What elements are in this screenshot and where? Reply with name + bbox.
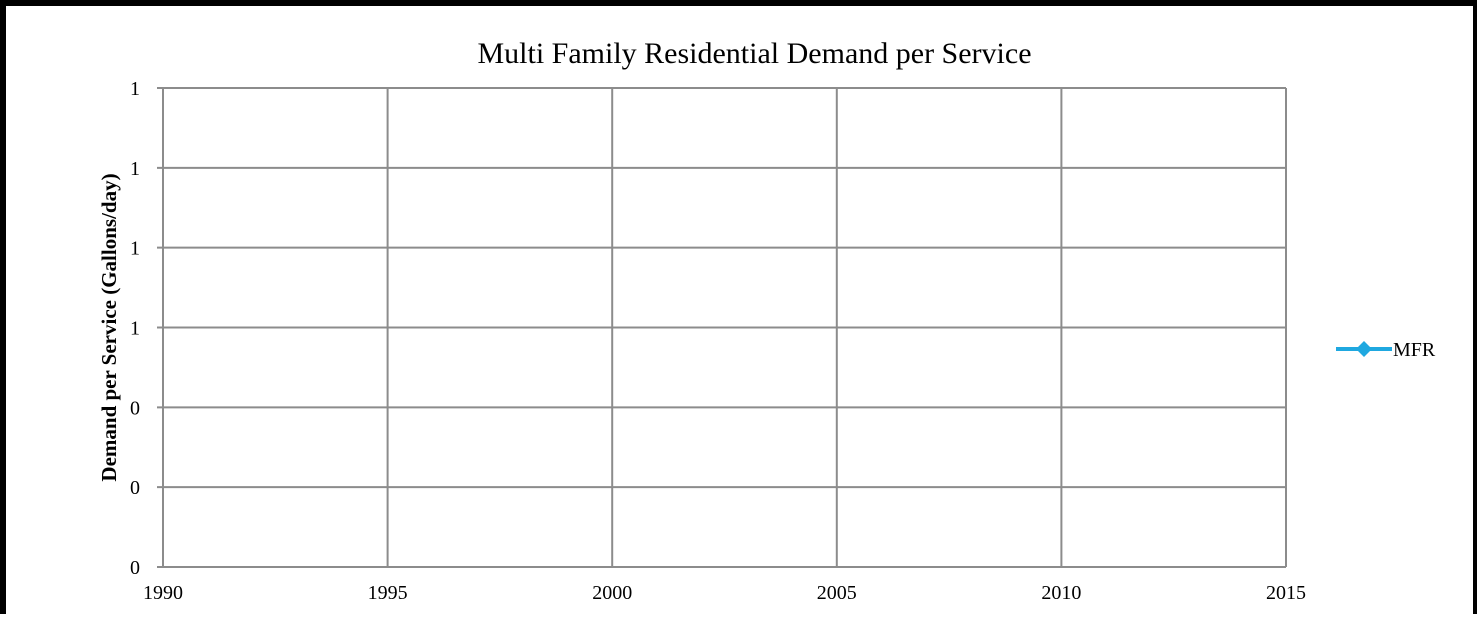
- y-tick-label: 0: [130, 397, 140, 419]
- chart-svg: Multi Family Residential Demand per Serv…: [97, 37, 1436, 604]
- x-tick-label: 1990: [143, 582, 183, 604]
- y-tick-label: 0: [130, 477, 140, 499]
- y-tick-label: 0: [130, 557, 140, 579]
- y-tick-label: 1: [130, 78, 140, 100]
- y-tick-label: 1: [130, 238, 140, 260]
- legend-marker: [1356, 341, 1372, 357]
- x-tick-label: 2005: [817, 582, 857, 604]
- x-tick-label: 2010: [1041, 582, 1081, 604]
- y-axis-label: Demand per Service (Gallons/day): [97, 173, 121, 481]
- x-tick-label: 2000: [592, 582, 632, 604]
- chart-title: Multi Family Residential Demand per Serv…: [477, 37, 1031, 70]
- x-tick-label: 1995: [368, 582, 408, 604]
- legend-label: MFR: [1393, 339, 1436, 361]
- y-tick-label: 1: [130, 318, 140, 340]
- x-tick-label: 2015: [1266, 582, 1306, 604]
- y-tick-label: 1: [130, 158, 140, 180]
